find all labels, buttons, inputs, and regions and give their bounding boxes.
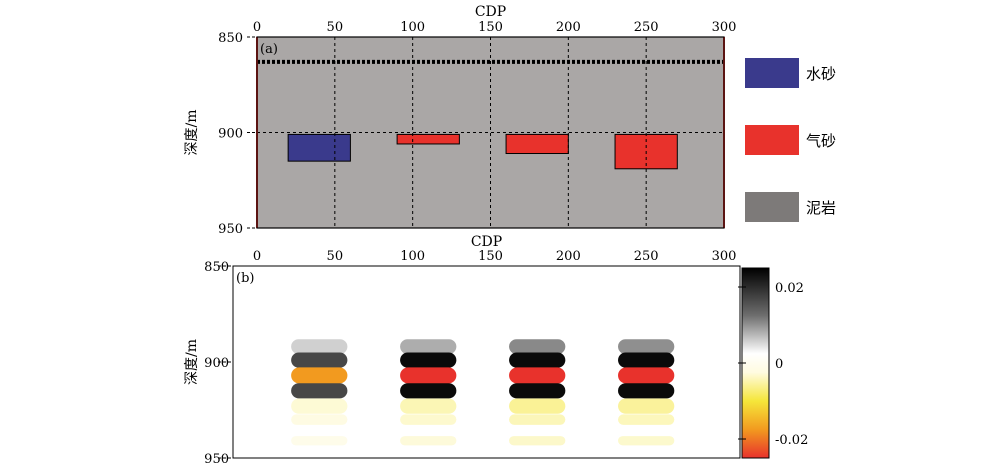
wavelet-band	[400, 383, 457, 399]
x-tick-labels: 0 50 100 150 200 250 300	[253, 249, 737, 264]
x-tick-label: 100	[400, 249, 425, 264]
x-axis-label: CDP	[471, 234, 502, 250]
colorbar-tick-label: 0.02	[775, 281, 804, 296]
x-tick-label: 250	[634, 249, 659, 264]
wavelet-band	[618, 352, 675, 368]
colorbar: 0.02 0 -0.02	[738, 267, 808, 459]
y-tick-label: 950	[218, 222, 243, 237]
x-tick-label: 200	[556, 20, 581, 35]
panel-tag: (b)	[236, 271, 254, 286]
y-tick-label: 850	[204, 260, 229, 275]
wavelet-band	[618, 414, 675, 425]
panel-tag: (a)	[260, 42, 278, 57]
wavelet-band	[291, 352, 348, 368]
y-tick-labels: 850 900 950	[218, 31, 257, 237]
x-tick-label: 100	[400, 20, 425, 35]
y-tick-label: 900	[218, 127, 243, 142]
sand-body	[287, 133, 351, 162]
wavelet-band	[509, 339, 566, 355]
wavelet-band	[291, 414, 348, 425]
legend-label: 水砂	[806, 65, 836, 83]
x-tick-label: 0	[253, 20, 261, 35]
wavelet-band	[291, 436, 348, 446]
x-tick-label: 200	[556, 249, 581, 264]
wavelet-band	[400, 414, 457, 425]
x-tick-label: 300	[712, 20, 737, 35]
legend-swatch	[745, 125, 799, 155]
legend-swatch	[745, 192, 799, 222]
y-tick-label: 900	[204, 356, 229, 371]
wavelet-band	[400, 367, 457, 384]
plot-frame	[256, 36, 725, 229]
wavelet-band	[400, 436, 457, 446]
y-axis-label: 深度/m	[184, 110, 200, 156]
wavelet-band	[400, 352, 457, 368]
y-axis-label: 深度/m	[184, 339, 200, 385]
colorbar-tick-label: 0	[775, 357, 783, 372]
seismic-wavelets	[291, 339, 675, 446]
x-tick-label: 300	[712, 249, 737, 264]
wavelet-band	[509, 436, 566, 446]
x-tick-label: 0	[253, 249, 261, 264]
y-tick-label: 950	[204, 452, 229, 467]
wavelet-band	[618, 436, 675, 446]
wavelet-band	[509, 383, 566, 399]
sand-body	[505, 133, 569, 155]
colorbar-tick-label: -0.02	[775, 433, 808, 448]
plot-frame	[232, 265, 741, 459]
wavelet-band	[291, 398, 348, 414]
wavelet-band	[618, 383, 675, 399]
y-tick-labels: 850 900 950	[204, 260, 233, 467]
legend-label: 气砂	[806, 132, 836, 150]
wavelet-band	[618, 367, 675, 384]
x-tick-label: 50	[327, 249, 344, 264]
wavelet-band	[509, 414, 566, 425]
wavelet-band	[509, 398, 566, 414]
wavelet-band	[400, 398, 457, 414]
x-tick-label: 150	[478, 20, 503, 35]
panel-a: 0 50 100 150 200 250 300 850 900 950 CDP 深度/m (a…	[184, 4, 836, 237]
wavelet-band	[509, 367, 566, 384]
x-axis-label: CDP	[475, 4, 506, 20]
wavelet-band	[291, 367, 348, 384]
wavelet-band	[291, 383, 348, 399]
wavelet-band	[509, 352, 566, 368]
x-tick-label: 150	[478, 249, 503, 264]
colorbar-gradient	[741, 267, 770, 459]
panel-b: 0 50 100 150 200 250 300 850 900 950 CDP 深度/m (b…	[184, 234, 808, 467]
x-tick-labels: 0 50 100 150 200 250 300	[253, 20, 737, 35]
sand-body	[396, 133, 460, 145]
x-tick-label: 50	[327, 20, 344, 35]
wavelet-band	[618, 398, 675, 414]
wavelet-band	[400, 339, 457, 355]
y-tick-label: 850	[218, 31, 243, 46]
legend-label: 泥岩	[806, 199, 836, 217]
x-tick-label: 250	[634, 20, 659, 35]
wavelet-band	[291, 339, 348, 355]
wavelet-band	[618, 339, 675, 355]
legend-swatch	[745, 58, 799, 88]
